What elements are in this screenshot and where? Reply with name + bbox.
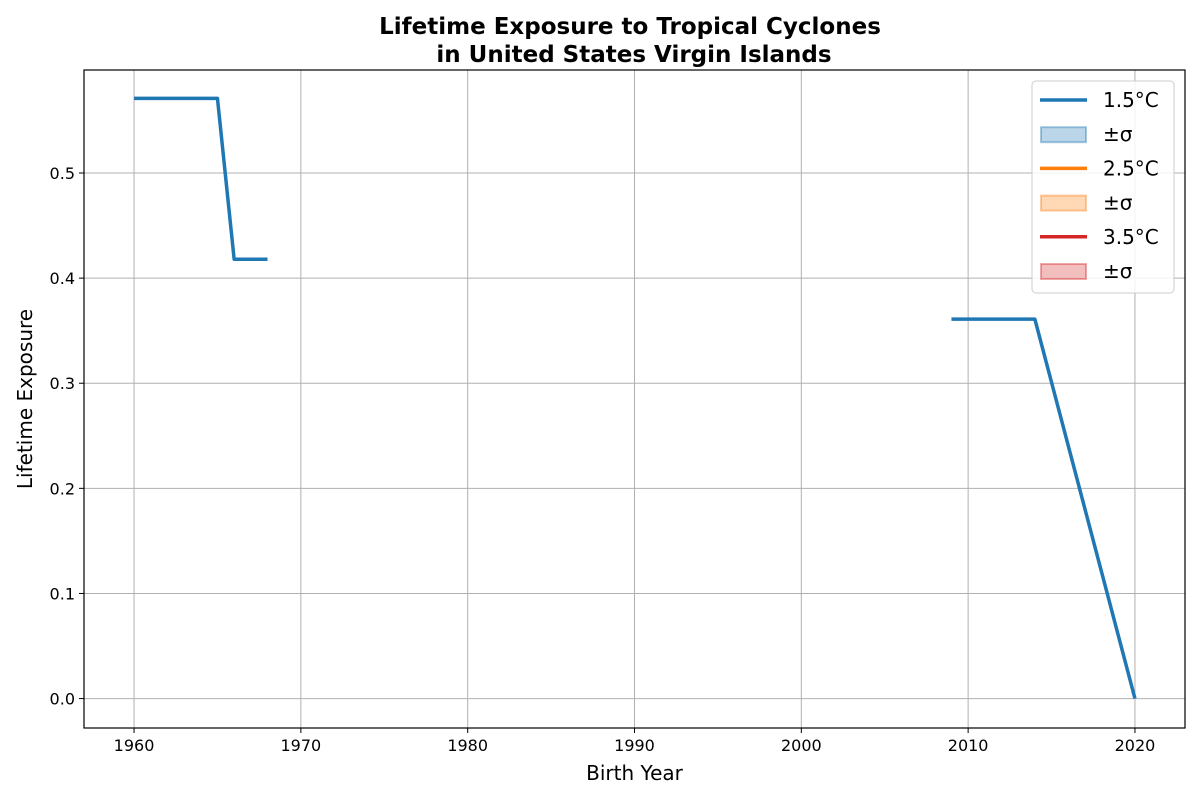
legend-box <box>1031 80 1175 294</box>
series-line-0-segment-1 <box>951 317 1137 700</box>
legend-label: 1.5°C <box>1103 88 1159 112</box>
axis-ticks: 1960 1970 1980 1990 2000 2010 2020 0.0 0.1 0.2 0.3… <box>50 164 1156 755</box>
x-tick-label: 1980 <box>447 736 488 755</box>
legend-label: 2.5°C <box>1103 156 1159 180</box>
y-tick-label: 0.3 <box>50 374 75 393</box>
x-tick-label: 2010 <box>948 736 989 755</box>
y-tick-label: 0.0 <box>50 690 75 709</box>
x-axis-label: Birth Year <box>586 761 683 785</box>
legend-label: ±σ <box>1103 122 1133 146</box>
legend-label: ±σ <box>1103 191 1133 215</box>
chart-title-line-2: in United States Virgin Islands <box>436 42 831 68</box>
legend-label: 3.5°C <box>1103 225 1159 249</box>
x-tick-label: 2000 <box>781 736 822 755</box>
y-tick-label: 0.4 <box>50 269 75 288</box>
x-tick-label: 1960 <box>114 736 155 755</box>
legend-band-swatch <box>1040 194 1087 212</box>
legend-band-swatch <box>1040 263 1087 280</box>
series-lines <box>134 96 1137 700</box>
chart-title-line-1: Lifetime Exposure to Tropical Cyclones <box>379 14 881 40</box>
legend-label: ±σ <box>1103 259 1133 283</box>
series-line-0-segment-0 <box>134 96 268 261</box>
y-axis-label: Lifetime Exposure <box>13 309 37 489</box>
x-tick-label: 1990 <box>614 736 655 755</box>
x-tick-label: 1970 <box>281 736 322 755</box>
legend: 1.5°C ±σ 2.5°C ±σ 3.5°C ±σ <box>1031 80 1175 294</box>
y-tick-label: 0.5 <box>50 164 75 183</box>
y-tick-label: 0.1 <box>50 584 75 603</box>
x-tick-label: 2020 <box>1115 736 1156 755</box>
grid-lines <box>84 70 1185 728</box>
legend-band-swatch <box>1040 126 1087 144</box>
y-tick-label: 0.2 <box>50 479 75 498</box>
